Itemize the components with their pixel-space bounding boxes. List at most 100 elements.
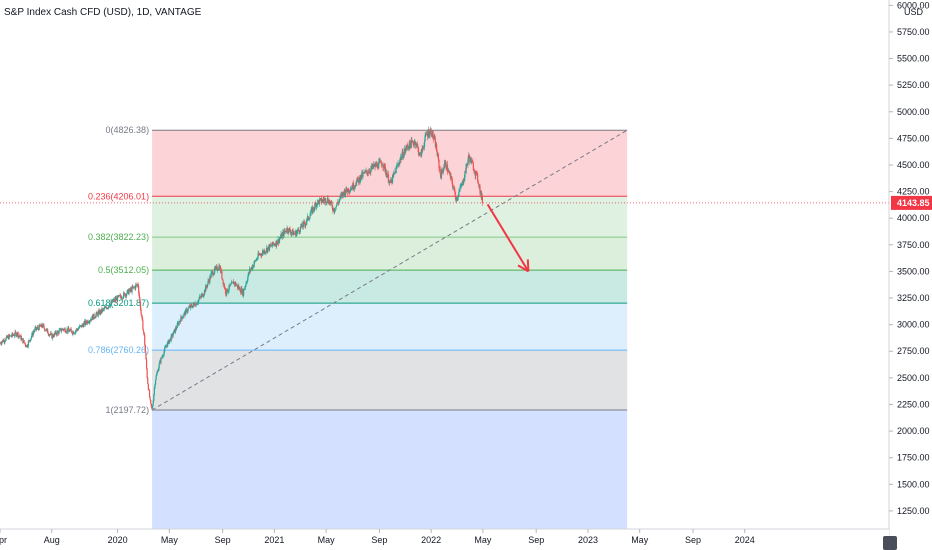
time-tick-label: Sep (371, 535, 387, 545)
candle-body (344, 190, 346, 196)
candle-body (93, 313, 95, 318)
candle-body (173, 331, 175, 335)
candle-body (38, 324, 40, 331)
candle-body (89, 320, 92, 321)
candle-body (407, 147, 409, 148)
candle-body (243, 289, 245, 291)
time-tick-label: Apr (0, 535, 7, 545)
candle-body (422, 147, 424, 149)
candle-body (312, 207, 315, 210)
candle-body (283, 230, 285, 237)
candle-body (223, 283, 225, 289)
candle-body (1, 340, 4, 342)
scroll-badge[interactable] (883, 536, 897, 550)
candle-body (26, 345, 28, 347)
candle-body (85, 320, 87, 323)
candle-body (405, 145, 408, 149)
candle-body (18, 335, 20, 337)
candle-body (197, 302, 199, 304)
candle-body (320, 198, 323, 203)
time-axis[interactable]: Apr Aug 2020 May Sep 2021 May Sep 2022 May Sep 2023… (0, 528, 897, 550)
candle-body (192, 303, 195, 306)
candle-body (469, 157, 471, 163)
candle-body (151, 405, 154, 409)
candle-body (214, 267, 216, 273)
candle-body (305, 223, 307, 226)
candle-body (335, 205, 338, 207)
candle-body (259, 254, 261, 255)
fib-label-0.786: 0.786(2760.26) (88, 345, 149, 355)
candle-body (264, 250, 266, 254)
price-tick-label: 1750.00 (897, 453, 930, 463)
candle-body (379, 160, 381, 162)
candle-body (297, 228, 300, 231)
fib-level-lines[interactable] (152, 129, 628, 411)
candle-body (278, 239, 280, 244)
candle-body (464, 171, 466, 179)
candle-body (138, 286, 140, 294)
candle-body (209, 276, 212, 278)
currency-label: USD (904, 7, 924, 17)
candle-body (323, 199, 326, 202)
candle-body (27, 346, 29, 347)
candle-body (258, 254, 260, 255)
candle-body (331, 204, 333, 209)
candle-body (248, 272, 250, 274)
candle-body (212, 271, 214, 276)
time-tick-label: 2024 (735, 535, 755, 545)
candle-body (375, 163, 377, 168)
candle-body (56, 331, 58, 335)
candle-body (432, 138, 435, 139)
candle-body (37, 328, 40, 331)
candle-body (180, 316, 182, 322)
candle-body (323, 200, 325, 202)
candle-body (180, 316, 183, 318)
candle-body (440, 169, 443, 179)
candle-body (420, 152, 422, 157)
candle-body (282, 231, 284, 234)
candle-body (120, 296, 122, 299)
candle-body (452, 188, 455, 189)
candle-body (436, 151, 438, 156)
candle-body (15, 331, 17, 333)
candle-body (401, 151, 403, 157)
candle-body (470, 160, 473, 164)
candle-body (347, 188, 350, 192)
candle-body (44, 330, 46, 331)
candle-body (342, 192, 344, 193)
price-tick-label: 3500.00 (897, 266, 930, 276)
candle-body (74, 333, 76, 334)
price-axis[interactable]: 6000.00 5750.00 5500.00 5250.00 5000.00 4750.… (888, 0, 932, 550)
candle-body (308, 218, 310, 220)
candle-body (224, 288, 227, 294)
candle-body (111, 299, 113, 303)
projection-arrow[interactable] (486, 203, 530, 273)
candle-body (57, 331, 60, 334)
candle-body (155, 375, 157, 380)
candle-body (310, 209, 312, 214)
price-tick-label: 4750.00 (897, 133, 930, 143)
candle-body (69, 328, 72, 331)
candle-body (274, 244, 276, 246)
candle-body (363, 172, 365, 174)
candle-body (373, 164, 376, 166)
candle-body (320, 198, 322, 199)
candle-body (311, 207, 313, 213)
candle-body (230, 282, 233, 285)
candle-body (438, 159, 440, 169)
candle-body (22, 340, 25, 343)
candle-body (107, 307, 109, 309)
fib-trend-line[interactable] (151, 129, 628, 411)
candle-body (153, 387, 155, 395)
candle-body (352, 183, 354, 189)
candle-body (206, 283, 209, 288)
candle-body (232, 281, 234, 284)
candle-body (181, 317, 183, 319)
candle-body (250, 267, 253, 269)
candle-body (123, 292, 125, 298)
candle-body (121, 298, 123, 299)
candle-body (350, 189, 352, 190)
candle-body (205, 285, 207, 292)
candle-body (101, 308, 103, 312)
